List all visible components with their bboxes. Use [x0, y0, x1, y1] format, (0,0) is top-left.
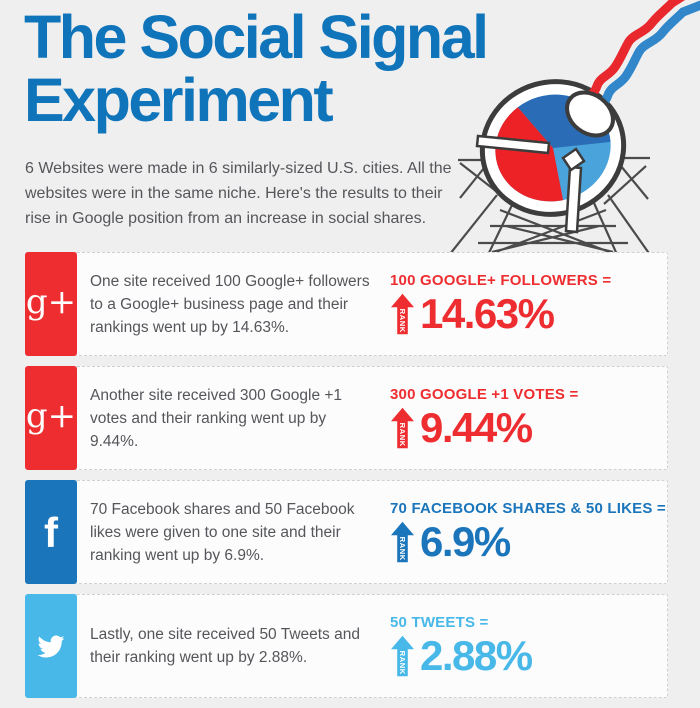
- stat-block: 300 GOOGLE +1 VOTES = RANK 9.44%: [390, 386, 578, 450]
- radio-tower: [445, 156, 654, 260]
- rank-arrow-label: RANK: [398, 651, 407, 675]
- rank-up-arrow-icon: RANK: [390, 293, 415, 335]
- google-plus-icon: g+: [25, 252, 77, 356]
- rank-arrow-label: RANK: [398, 537, 407, 561]
- signal-wave-red: [572, 0, 686, 112]
- result-rows: g+ One site received 100 Google+ followe…: [25, 252, 668, 698]
- result-card-twitter: Lastly, one site received 50 Tweets and …: [25, 594, 668, 698]
- card-description: 70 Facebook shares and 50 Facebook likes…: [90, 500, 355, 564]
- google-plus-icon: g+: [25, 366, 77, 470]
- google-plus-glyph: g+: [25, 282, 77, 322]
- rank-arrow-label: RANK: [398, 309, 407, 333]
- facebook-icon: f: [25, 480, 77, 584]
- facebook-glyph: f: [44, 509, 58, 556]
- card-body: 70 Facebook shares and 50 Facebook likes…: [75, 480, 668, 584]
- stat-value: 6.9%: [420, 518, 511, 566]
- stat-label: 70 FACEBOOK SHARES & 50 LIKES =: [390, 500, 666, 517]
- card-body: Another site received 300 Google +1 vote…: [75, 366, 668, 470]
- rank-up-arrow-icon: RANK: [390, 635, 415, 677]
- rank-up-arrow-icon: RANK: [390, 521, 415, 563]
- stat-block: 50 TWEETS = RANK 2.88%: [390, 614, 533, 680]
- google-plus-glyph: g+: [25, 396, 77, 436]
- card-description: Another site received 300 Google +1 vote…: [90, 386, 343, 450]
- stat-label: 100 GOOGLE+ FOLLOWERS =: [390, 272, 612, 289]
- stat-value: 2.88%: [420, 632, 533, 680]
- stat-value: 14.63%: [420, 290, 555, 338]
- card-body: Lastly, one site received 50 Tweets and …: [75, 594, 668, 698]
- result-card-facebook: f 70 Facebook shares and 50 Facebook lik…: [25, 480, 668, 584]
- result-card-google-votes: g+ Another site received 300 Google +1 v…: [25, 366, 668, 470]
- result-card-google-followers: g+ One site received 100 Google+ followe…: [25, 252, 668, 356]
- intro-text: 6 Websites were made in 6 similarly-size…: [25, 160, 452, 227]
- stat-block: 100 GOOGLE+ FOLLOWERS = RANK 14.63%: [390, 272, 611, 336]
- stat-value: 9.44%: [420, 404, 533, 452]
- twitter-icon: [25, 594, 77, 698]
- page-title: The Social Signal Experiment: [24, 3, 489, 135]
- card-description: One site received 100 Google+ followers …: [90, 272, 370, 336]
- dish-feed-horn: [565, 90, 615, 138]
- dish-struts: [475, 134, 586, 234]
- stat-block: 70 FACEBOOK SHARES & 50 LIKES = RANK 6.9…: [390, 500, 666, 564]
- rank-arrow-label: RANK: [398, 423, 407, 447]
- card-body: One site received 100 Google+ followers …: [75, 252, 668, 356]
- satellite-dish-illustration: [445, 0, 700, 260]
- page-title-line2: Experiment: [24, 66, 334, 135]
- stat-label: 300 GOOGLE +1 VOTES =: [390, 386, 579, 403]
- stat-label: 50 TWEETS =: [390, 614, 489, 631]
- signal-wave-blue: [583, 0, 700, 121]
- rank-up-arrow-icon: RANK: [390, 407, 415, 449]
- twitter-bird-icon: [37, 635, 65, 657]
- card-description: Lastly, one site received 50 Tweets and …: [90, 626, 360, 666]
- page-title-line1: The Social Signal: [24, 3, 489, 71]
